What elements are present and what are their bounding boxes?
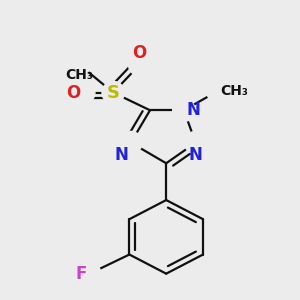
Text: O: O: [67, 84, 81, 102]
Text: N: N: [189, 146, 202, 164]
Text: O: O: [133, 44, 147, 62]
Circle shape: [73, 81, 95, 104]
Circle shape: [128, 53, 151, 76]
Circle shape: [102, 81, 124, 104]
Circle shape: [120, 131, 142, 154]
Circle shape: [79, 262, 101, 285]
Text: N: N: [187, 101, 201, 119]
Text: CH₃: CH₃: [221, 84, 248, 98]
Text: F: F: [75, 265, 87, 283]
Circle shape: [184, 131, 207, 154]
Circle shape: [68, 53, 91, 76]
Text: CH₃: CH₃: [65, 68, 93, 82]
Text: S: S: [107, 84, 120, 102]
Circle shape: [173, 99, 195, 122]
Circle shape: [206, 80, 229, 102]
Text: N: N: [114, 146, 128, 164]
